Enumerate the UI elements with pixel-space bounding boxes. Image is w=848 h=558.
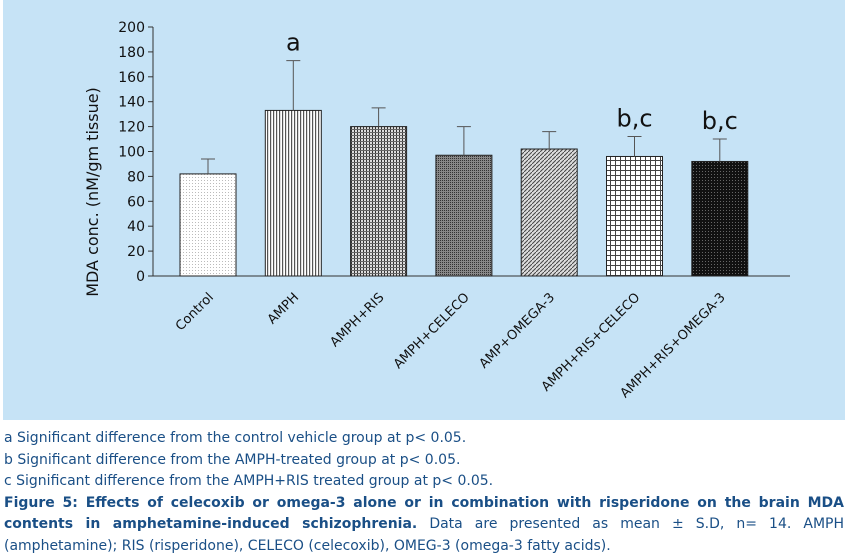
- error-bar: [201, 158, 215, 174]
- bar: [435, 154, 493, 277]
- y-tick-label: 180: [118, 45, 145, 61]
- x-tick-label: AMPH+CELECO: [391, 290, 473, 372]
- y-tick-label: 160: [118, 70, 145, 86]
- y-axis-label: MDA conc. (nM/gm tissue): [83, 87, 102, 297]
- x-tick-label: AMPH+RIS: [328, 290, 388, 350]
- annotation: b,c: [702, 107, 738, 135]
- caption-text: Data are presented as mean ± S.D, n= 14.…: [4, 516, 844, 554]
- notes: a Significant difference from the contro…: [4, 428, 844, 557]
- bar: [179, 173, 237, 277]
- caption-label: Figure 5: Effects of celecoxib or omega-…: [4, 494, 844, 533]
- y-tick-label: 120: [118, 120, 145, 136]
- error-bar: [627, 136, 642, 157]
- error-bar: [286, 60, 301, 111]
- y-tick-label: 60: [127, 194, 145, 210]
- caption: Figure 5: Effects of celecoxib or omega-…: [4, 493, 844, 558]
- bar: [606, 155, 663, 277]
- error-bar: [542, 131, 557, 150]
- x-tick-label: AMPH: [265, 290, 302, 327]
- annotation: a: [286, 29, 301, 57]
- bar: [264, 109, 322, 277]
- error-bar: [371, 107, 386, 127]
- footnote: a Significant difference from the contro…: [4, 430, 467, 446]
- footnote: b Significant difference from the AMPH-t…: [4, 451, 461, 468]
- bar: [350, 126, 408, 277]
- error-bar: [456, 126, 471, 156]
- y-tick-label: 140: [118, 95, 145, 111]
- y-tick-label: 40: [127, 219, 145, 235]
- y-tick-label: 200: [118, 20, 145, 36]
- bar: [691, 160, 749, 277]
- x-tick-label: AMPH+RIS+CELECO: [539, 290, 643, 394]
- footnote: c Significant difference from the AMPH+R…: [4, 473, 494, 489]
- y-tick-label: 80: [127, 169, 145, 185]
- chart: MDA conc. (nM/gm tissue) 0 20 40 60 80 100 120…: [83, 20, 790, 401]
- annotation: b,c: [616, 105, 652, 133]
- y-tick-label: 100: [118, 145, 145, 161]
- bar: [520, 148, 578, 277]
- x-tick-label: AMP+OMEGA-3: [477, 290, 558, 371]
- y-tick-label: 20: [127, 244, 145, 260]
- y-tick-label: 0: [136, 269, 145, 285]
- error-bar: [712, 138, 727, 162]
- x-tick-label: Control: [173, 290, 217, 334]
